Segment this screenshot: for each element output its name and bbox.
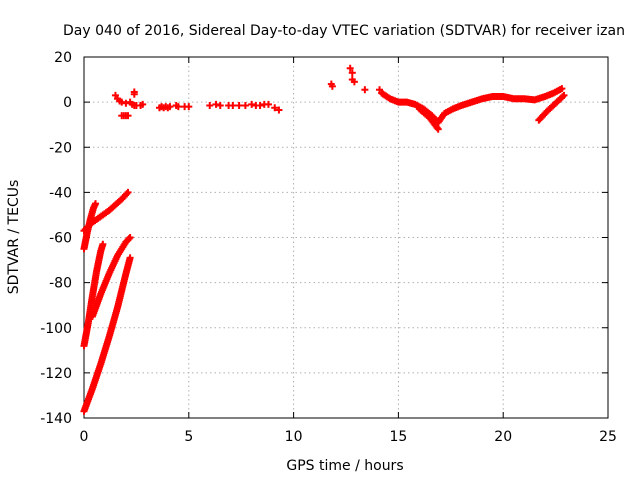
- data-series-dense-arc-from-minus-108: [80, 240, 107, 350]
- y-tick-label: -120: [40, 366, 72, 382]
- y-tick-label: 0: [63, 95, 72, 111]
- data-series-dense-ascending-late: [535, 91, 568, 124]
- x-tick-label: 15: [389, 429, 407, 445]
- axis-ticks: 0 5 10 15 20 25 -140 -120 -100 -80 -60 -40 -20 0 20: [40, 50, 617, 445]
- chart-title: Day 040 of 2016, Sidereal Day-to-day VTE…: [63, 23, 625, 39]
- y-tick-label: -140: [40, 411, 72, 427]
- y-tick-label: 20: [54, 50, 72, 66]
- data-series-dense-descending-late: [415, 105, 442, 133]
- x-tick-label: 0: [80, 429, 89, 445]
- data-series-sparse-spike-2.4: [130, 88, 138, 98]
- data-series-sparse-near-zero-mid: [155, 100, 283, 114]
- data-series-dense-arc-from-minus-65: [80, 200, 100, 253]
- data-points: [80, 64, 568, 415]
- y-tick-label: -100: [40, 321, 72, 337]
- y-tick-label: -80: [49, 276, 72, 292]
- x-axis-label: GPS time / hours: [286, 458, 403, 474]
- x-tick-label: 5: [184, 429, 193, 445]
- x-tick-label: 10: [285, 429, 303, 445]
- data-series-dense-arc-from-minus-137: [80, 254, 134, 415]
- y-tick-label: -40: [49, 185, 72, 201]
- data-series-sparse-near-zero-early: [111, 91, 147, 120]
- x-tick-label: 20: [494, 429, 512, 445]
- data-series-sparse-isolated-late: [327, 64, 384, 94]
- data-series-dense-arc-from-minus-95: [88, 234, 134, 320]
- y-axis-label: SDTVAR / TECUs: [6, 180, 22, 295]
- grid: [83, 56, 609, 419]
- y-tick-label: -60: [49, 231, 72, 247]
- y-tick-label: -20: [49, 140, 72, 156]
- x-tick-label: 25: [599, 429, 617, 445]
